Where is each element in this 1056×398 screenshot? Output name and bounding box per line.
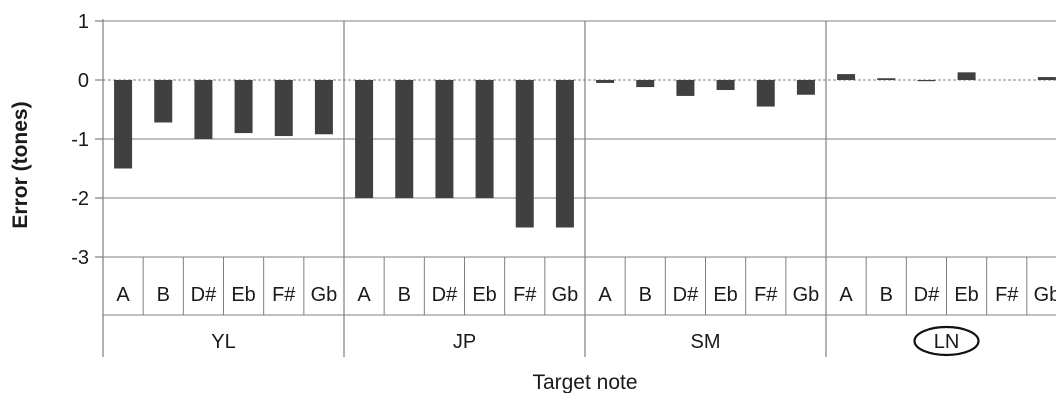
category-label: F# (272, 284, 296, 306)
category-label: Gb (793, 284, 820, 306)
bar-JP-B (395, 80, 414, 198)
bar-JP-Eb (475, 80, 494, 198)
y-tick-label: 0 (78, 70, 89, 92)
group-label: LN (934, 331, 960, 353)
bar-LN-Eb (957, 72, 976, 80)
axes (95, 19, 1056, 357)
y-tick-label: -3 (71, 247, 89, 269)
category-label: F# (513, 284, 537, 306)
labels: 1 0 -1 -2 -3 A B D# Eb F# Gb YL A B D# Eb F# Gb JP A B D# Eb F#… (71, 11, 1056, 357)
bar-SM-Eb (716, 80, 735, 91)
bar-SM-F# (756, 80, 775, 107)
category-label: Eb (231, 284, 255, 306)
bar-JP-A (355, 80, 374, 198)
y-axis-label: Error (tones) (9, 101, 32, 228)
category-label: B (880, 284, 893, 306)
bar-YL-B (154, 80, 173, 123)
category-label: F# (754, 284, 778, 306)
category-label: B (157, 284, 170, 306)
category-label: Gb (552, 284, 579, 306)
group-label: YL (211, 331, 235, 353)
bar-YL-Eb (234, 80, 253, 134)
category-label: Eb (713, 284, 737, 306)
bar-SM-Gb (796, 80, 815, 95)
y-tick-label: 1 (78, 11, 89, 33)
bar-JP-F# (515, 80, 534, 228)
category-label: A (116, 284, 130, 306)
category-label: Eb (472, 284, 496, 306)
category-label: B (398, 284, 411, 306)
bar-YL-D# (194, 80, 213, 139)
bar-SM-D# (676, 80, 695, 96)
category-label: F# (995, 284, 1019, 306)
bar-YL-Gb (314, 80, 333, 135)
group-label: SM (691, 331, 721, 353)
category-label: D# (914, 284, 940, 306)
category-label: Eb (954, 284, 978, 306)
bar-SM-A (596, 80, 615, 83)
category-label: A (357, 284, 371, 306)
bar-LN-D# (917, 80, 936, 82)
category-label: A (839, 284, 853, 306)
bar-YL-F# (274, 80, 293, 137)
y-tick-label: -2 (71, 188, 89, 210)
bar-YL-A (114, 80, 133, 169)
bar-LN-A (837, 74, 856, 80)
category-label: Gb (311, 284, 338, 306)
bars (114, 72, 1056, 228)
category-label: D# (191, 284, 217, 306)
category-label: D# (432, 284, 458, 306)
bar-LN-B (877, 78, 896, 80)
category-label: D# (673, 284, 699, 306)
category-label: B (639, 284, 652, 306)
bar-SM-B (636, 80, 655, 88)
y-tick-label: -1 (71, 129, 89, 151)
x-axis-label: Target note (532, 371, 637, 393)
bar-JP-D# (435, 80, 454, 198)
category-label: Gb (1034, 284, 1056, 306)
highlight-ellipse (913, 325, 980, 357)
category-label: A (598, 284, 612, 306)
gridlines (103, 20, 1056, 258)
group-label: JP (453, 331, 476, 353)
bar-JP-Gb (555, 80, 574, 228)
bar-LN-Gb (1037, 77, 1056, 80)
